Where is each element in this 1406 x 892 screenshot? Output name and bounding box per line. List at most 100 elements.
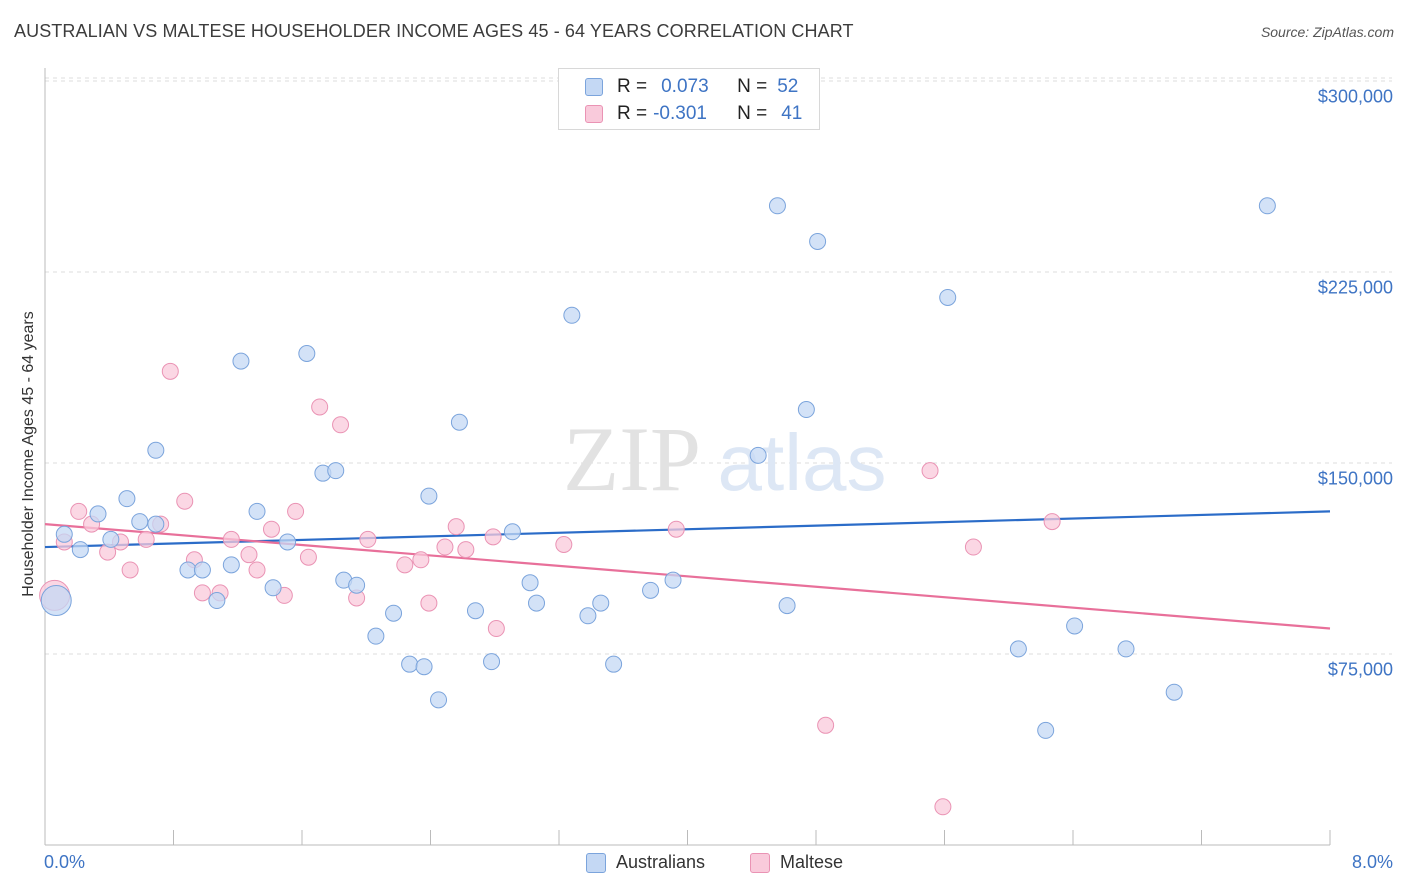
x-tick-min: 0.0%	[44, 852, 86, 872]
x-tick-max: 8.0%	[1351, 852, 1393, 872]
maltese-point	[176, 492, 194, 510]
australian-point	[298, 344, 316, 362]
maltese-swatch	[750, 852, 770, 873]
maltese-point	[222, 530, 240, 548]
maltese-point	[412, 551, 430, 569]
legend-australians: Australians	[586, 852, 705, 873]
maltese-point	[396, 556, 414, 574]
australian-point	[118, 490, 136, 508]
maltese-point	[487, 620, 505, 638]
legend-maltese: Maltese	[750, 852, 843, 873]
australian-point	[563, 306, 581, 324]
maltese-point	[248, 561, 266, 579]
n-label: N =	[737, 76, 768, 97]
australian-point	[222, 556, 240, 574]
australian-point	[147, 441, 165, 459]
maltese-point	[964, 538, 982, 556]
n-label: N =	[737, 103, 768, 124]
australian-point	[768, 197, 786, 215]
australian-point	[401, 655, 419, 673]
australian-point	[450, 413, 468, 431]
australian-point	[503, 523, 521, 541]
australian-point	[71, 541, 89, 559]
legend-row-maltese: R = -0.301 N = 41	[585, 101, 802, 127]
maltese-swatch	[585, 105, 603, 123]
maltese-point	[70, 502, 88, 520]
australian-point	[797, 401, 815, 419]
y-tick-150000: $150,000	[1317, 468, 1393, 489]
australian-point	[466, 602, 484, 620]
australians-swatch	[585, 78, 603, 96]
australian-point	[1165, 683, 1183, 701]
source-credit: Source: ZipAtlas.com	[1260, 24, 1394, 40]
australian-point	[1037, 721, 1055, 739]
maltese-point	[817, 716, 835, 734]
trend-lines	[44, 510, 1331, 630]
watermark-zip: ZIP	[563, 408, 701, 510]
trend-line-maltese	[44, 523, 1331, 630]
legend-row-australians: R = 0.073 N = 52	[585, 74, 798, 100]
australian-point	[592, 594, 610, 612]
maltese-point	[447, 518, 465, 536]
australian-point	[579, 607, 597, 625]
r-label: R =	[617, 103, 648, 124]
australian-point	[483, 653, 501, 671]
australian-point	[749, 446, 767, 464]
y-tick-75000: $75,000	[1327, 659, 1393, 680]
maltese-point	[420, 594, 438, 612]
n-value: 52	[777, 76, 799, 97]
australian-point	[809, 232, 827, 250]
australians-swatch	[586, 852, 606, 873]
australian-point	[415, 658, 433, 676]
maltese-point	[299, 548, 317, 566]
australian-point	[1009, 640, 1027, 658]
r-value: 0.073	[661, 76, 709, 97]
australian-point	[605, 655, 623, 673]
legend-maltese-label: Maltese	[780, 852, 844, 872]
maltese-point	[484, 528, 502, 546]
australian-point	[528, 594, 546, 612]
australian-point	[664, 571, 682, 589]
australian-point	[367, 627, 385, 645]
maltese-point	[262, 520, 280, 538]
chart-title: AUSTRALIAN VS MALTESE HOUSEHOLDER INCOME…	[14, 21, 854, 41]
australian-point	[1258, 197, 1276, 215]
australian-point	[385, 604, 403, 622]
australian-point	[642, 581, 660, 599]
r-value: -0.301	[653, 103, 707, 124]
australian-point	[40, 585, 72, 617]
watermark: ZIP atlas	[563, 408, 886, 510]
australian-point	[420, 487, 438, 505]
maltese-point	[1043, 513, 1061, 531]
maltese-point	[240, 546, 258, 564]
australian-point	[179, 561, 197, 579]
australian-point	[55, 525, 73, 543]
maltese-point	[332, 416, 350, 434]
legend-australians-label: Australians	[616, 852, 706, 872]
australian-point	[208, 592, 226, 610]
australian-point	[232, 352, 250, 370]
australian-point	[279, 533, 297, 551]
australian-point	[1117, 640, 1135, 658]
maltese-point	[311, 398, 329, 416]
australian-point	[939, 288, 957, 306]
maltese-point	[161, 362, 179, 380]
australian-point	[89, 505, 107, 523]
australian-point	[264, 579, 282, 597]
maltese-point	[121, 561, 139, 579]
n-value: 41	[781, 103, 803, 124]
australian-point	[131, 513, 149, 531]
maltese-point	[287, 502, 305, 520]
watermark-atlas: atlas	[718, 418, 887, 507]
australian-points	[40, 197, 1276, 739]
australian-point	[327, 462, 345, 480]
australian-point	[1066, 617, 1084, 635]
axes	[44, 68, 1331, 846]
maltese-point	[457, 541, 475, 559]
australian-point	[193, 561, 211, 579]
y-tick-225000: $225,000	[1317, 277, 1393, 298]
maltese-point	[934, 798, 952, 816]
australian-point	[778, 597, 796, 615]
maltese-point	[137, 530, 155, 548]
